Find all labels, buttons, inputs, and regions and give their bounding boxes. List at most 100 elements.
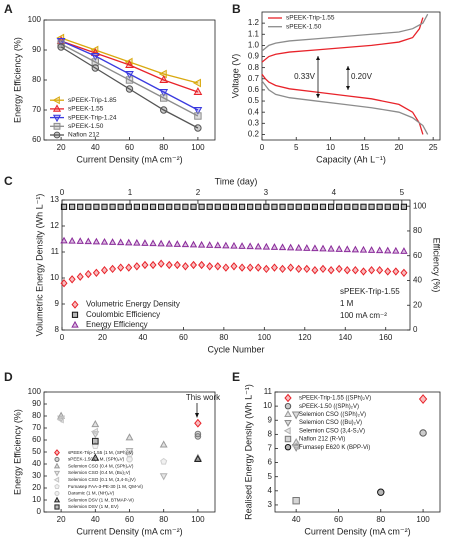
x-tick-label: 80 xyxy=(376,515,385,524)
marker xyxy=(194,433,202,440)
y2-axis-label: Efficiency (%) xyxy=(432,238,442,293)
marker xyxy=(327,266,335,275)
legend-marker xyxy=(53,470,61,477)
legend-marker xyxy=(52,114,62,123)
marker xyxy=(311,244,319,252)
marker xyxy=(109,264,117,274)
marker xyxy=(254,242,262,250)
x-tick-label: 60 xyxy=(125,515,134,524)
marker xyxy=(230,241,238,249)
annotation: 0.20V xyxy=(351,72,373,81)
marker xyxy=(116,238,125,246)
y2-tick-label: 40 xyxy=(413,276,422,285)
legend-marker xyxy=(284,419,292,427)
y-tick-label: 0.5 xyxy=(248,96,260,105)
marker xyxy=(262,264,270,274)
marker xyxy=(133,203,140,210)
legend-marker xyxy=(53,131,61,139)
note: sPEEK-Trip-1.55 xyxy=(340,287,400,296)
y-tick-label: 10 xyxy=(50,273,59,282)
legend-label: Selemion CSO (0.4 M, (SPh)₂V) xyxy=(68,463,134,468)
arrow-head xyxy=(346,86,350,90)
legend-marker xyxy=(71,300,79,309)
marker xyxy=(77,203,84,210)
marker xyxy=(91,420,100,428)
legend-label: Selemion CSO ((Bu)₂V) xyxy=(299,420,362,426)
x-tick-label: 40 xyxy=(138,333,147,342)
marker xyxy=(360,203,367,210)
y-tick-label: 70 xyxy=(32,105,41,114)
marker xyxy=(149,239,157,247)
x2-axis-label: Time (day) xyxy=(215,176,258,186)
marker xyxy=(92,237,101,245)
marker xyxy=(100,237,109,245)
marker xyxy=(90,427,99,436)
marker xyxy=(287,203,294,210)
y-tick-label: 0.4 xyxy=(248,107,260,116)
panel-label: C xyxy=(4,174,13,188)
legend-marker xyxy=(284,444,292,451)
marker xyxy=(194,124,202,132)
arrow-head xyxy=(316,94,320,98)
y-tick-label: 70 xyxy=(32,423,41,432)
legend-label: sPEEK-Trip-1.55 ((SPh)₂V) xyxy=(299,396,371,402)
legend-label: sPEEK-1.50 xyxy=(286,23,322,30)
series-line xyxy=(261,13,429,135)
legend-label: sPEEK-1.55 xyxy=(68,106,104,113)
marker xyxy=(335,264,343,274)
legend-marker xyxy=(283,426,291,435)
series-line xyxy=(60,46,199,129)
y-axis-label: Realised Energy Density (Wh L⁻¹) xyxy=(243,384,253,520)
marker xyxy=(400,203,408,210)
x-tick-label: 15 xyxy=(360,143,369,152)
marker xyxy=(166,203,173,210)
y-tick-label: 0 xyxy=(37,507,42,516)
marker xyxy=(205,241,214,248)
marker xyxy=(352,203,359,210)
marker xyxy=(108,238,117,245)
marker xyxy=(100,266,109,275)
marker xyxy=(246,242,254,250)
marker xyxy=(343,245,351,253)
legend-label: Selemion CSO (0.4 M, (Bu)₂V) xyxy=(68,470,131,475)
x-tick-label: 80 xyxy=(159,143,168,152)
legend-marker xyxy=(53,476,60,483)
legend-label: Nafion 212 xyxy=(68,132,100,139)
y-tick-label: 0.8 xyxy=(248,63,260,72)
y-tick-label: 0.2 xyxy=(248,130,260,139)
marker xyxy=(84,237,93,245)
marker xyxy=(292,497,300,505)
marker xyxy=(141,203,149,210)
marker xyxy=(173,240,182,247)
marker xyxy=(263,203,270,210)
marker xyxy=(214,203,221,210)
x2-tick-label: 5 xyxy=(400,188,405,197)
y-tick-label: 40 xyxy=(32,459,41,468)
y2-tick-label: 0 xyxy=(413,325,418,334)
marker xyxy=(68,236,76,244)
marker xyxy=(392,267,400,276)
marker xyxy=(159,75,169,84)
legend-label: sPEEK-Trip-1.55 xyxy=(286,15,335,22)
x-tick-label: 5 xyxy=(294,143,299,152)
marker xyxy=(336,203,343,210)
marker xyxy=(193,454,202,462)
marker xyxy=(133,262,141,271)
y-tick-label: 30 xyxy=(32,471,41,480)
legend-label: Selemion CSO (3,4-S₂V) xyxy=(299,428,365,434)
legend-label: Selemion CSO ((SPh)₂V) xyxy=(299,412,366,418)
marker xyxy=(238,203,246,210)
legend-marker xyxy=(284,435,292,443)
marker xyxy=(384,203,391,210)
marker xyxy=(400,268,408,277)
x2-tick-label: 0 xyxy=(60,188,65,197)
y-tick-label: 8 xyxy=(55,325,60,334)
x-tick-label: 40 xyxy=(292,515,301,524)
legend-label: Selemion DSV (1 M, EV) xyxy=(68,504,119,509)
marker xyxy=(206,203,213,210)
marker xyxy=(158,69,167,79)
x-tick-label: 100 xyxy=(416,515,430,524)
marker xyxy=(101,203,108,210)
x-tick-label: 80 xyxy=(159,515,168,524)
